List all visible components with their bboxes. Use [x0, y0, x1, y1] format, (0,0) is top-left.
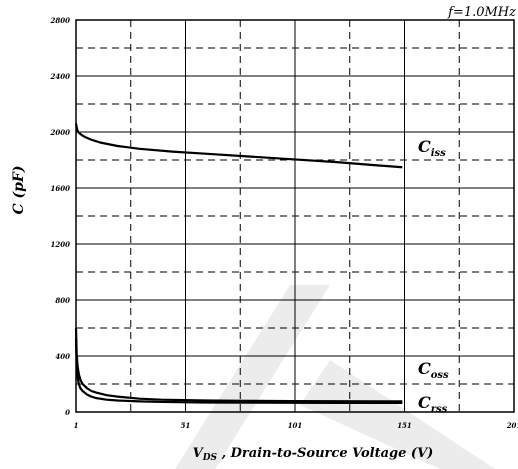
plot-border [75, 19, 515, 413]
x-tick-label: 151 [397, 421, 412, 430]
series-label-subscript: iss [431, 148, 446, 159]
watermark [175, 285, 495, 469]
x-axis-title: VDS , Drain-to-Source Voltage (V) [193, 446, 434, 463]
series-label-iss: Ciss [418, 137, 446, 159]
x-tick-label: 1 [74, 421, 79, 430]
series-line-iss [74, 123, 403, 169]
x-axis-title-subscript: DS [202, 453, 218, 463]
plot-frame [75, 19, 515, 413]
x-tick-label: 101 [288, 421, 303, 430]
y-tick-label: 400 [55, 352, 70, 361]
x-axis-title-main: V [193, 446, 205, 461]
y-tick-label: 800 [55, 296, 70, 305]
y-tick-label: 2400 [50, 72, 71, 81]
x-axis-title-rest: , Drain-to-Source Voltage (V) [217, 446, 433, 461]
frequency-annotation: f=1.0MHz [447, 5, 516, 20]
y-axis-title: C (pF) [11, 166, 27, 215]
series-label-subscript: oss [431, 370, 449, 381]
grid [75, 19, 515, 413]
series-label-main: C [418, 393, 431, 412]
series-label-main: C [418, 359, 431, 378]
series-label-rss: Crss [418, 393, 448, 415]
series-lines [74, 123, 403, 404]
series-label-main: C [418, 137, 431, 156]
y-tick-label: 1200 [51, 240, 71, 249]
y-tick-label: 1600 [51, 184, 71, 193]
x-tick-label: 201 [506, 421, 518, 430]
y-tick-label: 0 [65, 408, 70, 417]
series-line-oss [74, 327, 403, 403]
series-label-subscript: rss [431, 404, 448, 415]
x-tick-label: 51 [181, 421, 191, 430]
y-tick-label: 2800 [50, 16, 71, 25]
series-line-rss [74, 339, 403, 404]
y-tick-label: 2000 [50, 128, 71, 137]
tick-labels: 151101151201040080012001600200024002800 [50, 16, 518, 430]
series-label-oss: Coss [418, 359, 449, 381]
